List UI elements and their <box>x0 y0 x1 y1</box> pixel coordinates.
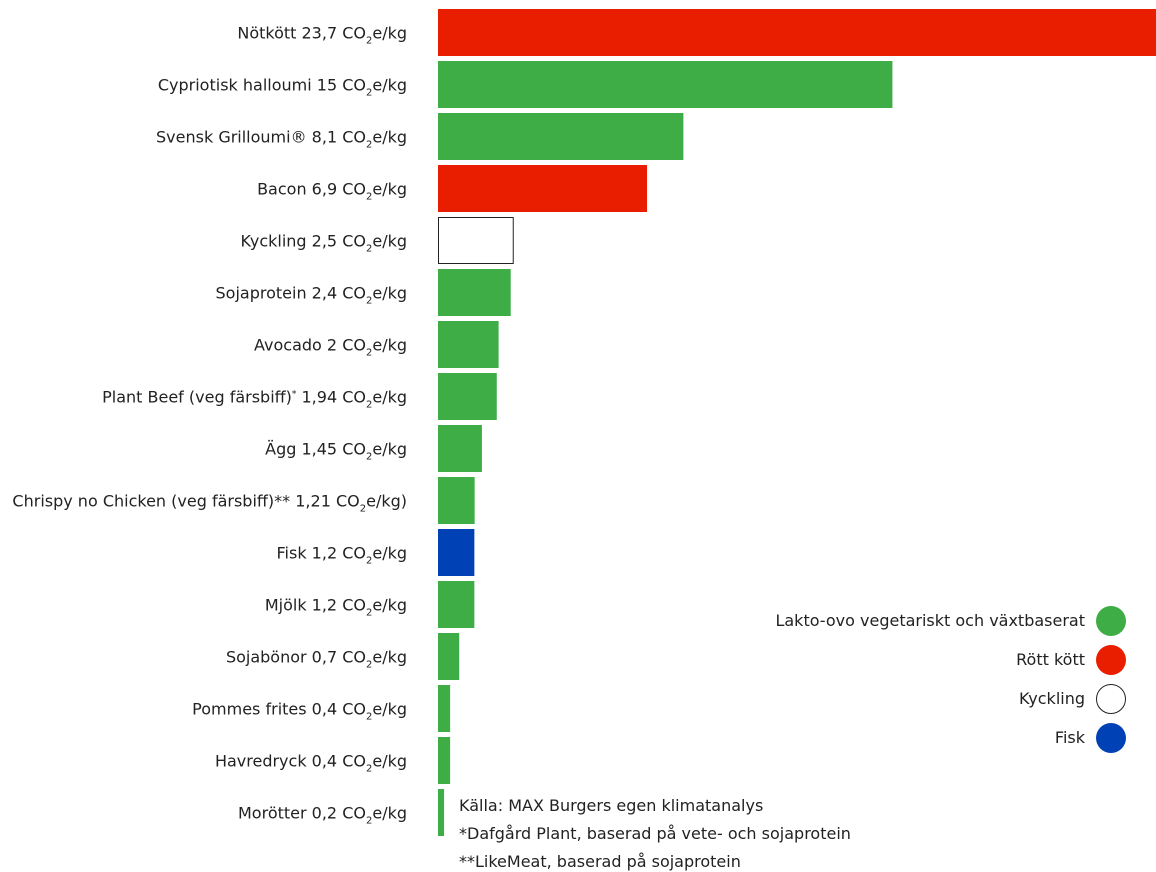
bar-kyckling <box>438 217 514 264</box>
bar-mjölk <box>438 581 475 628</box>
category-label: Avocado 2 CO2e/kg <box>254 336 407 359</box>
legend-swatch-fish <box>1096 723 1126 753</box>
bar-bacon <box>438 165 648 212</box>
bar-sojabönor <box>438 633 460 680</box>
category-label: Havredryck 0,4 CO2e/kg <box>215 752 407 775</box>
legend-label: Lakto-ovo vegetariskt och växtbaserat <box>775 611 1085 630</box>
category-label: Sojaprotein 2,4 CO2e/kg <box>216 284 407 307</box>
category-label: Bacon 6,9 CO2e/kg <box>257 180 407 203</box>
bar-chrispy-no-chicken-veg-färsbiff <box>438 477 475 524</box>
category-label: Chrispy no Chicken (veg färsbiff)** 1,21… <box>12 492 407 515</box>
legend-label: Fisk <box>1055 728 1086 747</box>
category-label: Morötter 0,2 CO2e/kg <box>238 804 407 827</box>
category-label: Ägg 1,45 CO2e/kg <box>265 440 407 463</box>
bar-morötter <box>438 789 445 836</box>
legend: Lakto-ovo vegetariskt och växtbaserat Röt… <box>775 606 1126 753</box>
bar-pommes-frites <box>438 685 451 732</box>
category-label: Fisk 1,2 CO2e/kg <box>277 544 408 567</box>
source-notes: Källa: MAX Burgers egen klimatanalys *Daf… <box>459 796 851 871</box>
legend-swatch-green <box>1096 606 1126 636</box>
bar-avocado <box>438 321 499 368</box>
source-note: **LikeMeat, baserad på sojaprotein <box>459 852 741 871</box>
category-label: Svensk Grilloumi® 8,1 CO2e/kg <box>156 128 407 151</box>
category-label: Mjölk 1,2 CO2e/kg <box>265 596 407 619</box>
source-note: Källa: MAX Burgers egen klimatanalys <box>459 796 763 815</box>
category-label: Kyckling 2,5 CO2e/kg <box>241 232 407 255</box>
bar-plant-beef-veg-färsbiff <box>438 373 497 420</box>
bar-fisk <box>438 529 475 576</box>
legend-label: Rött kött <box>1016 650 1085 669</box>
category-label: Nötkött 23,7 CO2e/kg <box>237 24 407 47</box>
legend-swatch-chicken <box>1096 684 1126 714</box>
bar-svensk-grilloumi <box>438 113 684 160</box>
legend-label: Kyckling <box>1019 689 1085 708</box>
category-label: Sojabönor 0,7 CO2e/kg <box>226 648 407 671</box>
bar-cypriotisk-halloumi <box>438 61 893 108</box>
legend-swatch-red <box>1096 645 1126 675</box>
bar-ägg <box>438 425 482 472</box>
bar-sojaprotein <box>438 269 511 316</box>
category-labels: Nötkött 23,7 CO2e/kg Cypriotisk halloumi … <box>12 24 407 827</box>
category-label: Cypriotisk halloumi 15 CO2e/kg <box>158 76 407 99</box>
bars <box>438 9 1156 836</box>
category-label: Pommes frites 0,4 CO2e/kg <box>192 700 407 723</box>
source-note: *Dafgård Plant, baserad på vete- och soj… <box>459 824 851 843</box>
bar-nötkött <box>438 9 1156 56</box>
category-label: Plant Beef (veg färsbiff)* 1,94 CO2e/kg <box>102 388 407 411</box>
bar-havredryck <box>438 737 451 784</box>
